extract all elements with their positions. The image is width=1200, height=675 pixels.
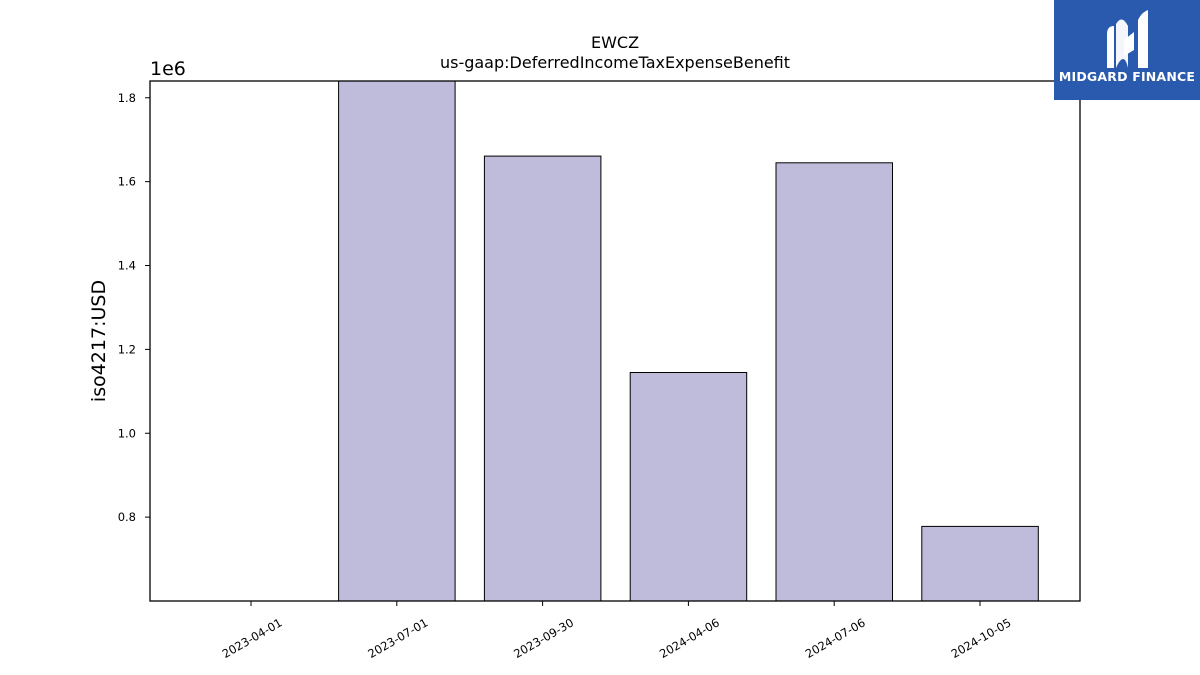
plot-frame [149, 80, 1081, 602]
x-tick-label: 2024-07-06 [803, 615, 868, 661]
y-tick-label: 1.0 [118, 426, 136, 440]
logo-text: MIDGARD FINANCE [1058, 69, 1196, 84]
x-tick-label: 2023-04-01 [220, 615, 285, 661]
x-tick-label: 2024-10-05 [949, 615, 1014, 661]
bar-2023-09-30 [483, 155, 602, 602]
y-ticks-group: 0.8 1.0 1.2 1.4 1.6 1.8 [118, 91, 150, 524]
y-tick-label: 1.8 [118, 91, 136, 105]
y-offset-label: 1e6 [150, 58, 186, 80]
chart-title: EWCZ [591, 33, 639, 52]
bars-group [338, 80, 1039, 602]
logo-mark-icon [1107, 10, 1148, 69]
x-tick-label: 2023-09-30 [511, 615, 576, 661]
x-ticks-group: 2023-04-01 2023-07-01 2023-09-30 2024-04-06… [220, 601, 1014, 661]
x-tick-label: 2024-04-06 [657, 615, 722, 661]
y-tick-label: 0.8 [118, 510, 136, 524]
x-tick-label: 2023-07-01 [365, 615, 430, 661]
y-axis-label: iso4217:USD [88, 280, 110, 402]
chart-subtitle: us-gaap:DeferredIncomeTaxExpenseBenefit [440, 53, 790, 72]
bar-2024-10-05 [921, 525, 1039, 602]
bar-2024-04-06 [629, 372, 748, 602]
y-tick-label: 1.4 [118, 259, 136, 273]
y-tick-label: 1.6 [118, 175, 136, 189]
bar-2024-07-06 [775, 162, 893, 602]
midgard-finance-logo: MIDGARD FINANCE [1054, 0, 1200, 100]
y-tick-label: 1.2 [118, 342, 136, 356]
bar-2023-07-01 [338, 80, 456, 602]
